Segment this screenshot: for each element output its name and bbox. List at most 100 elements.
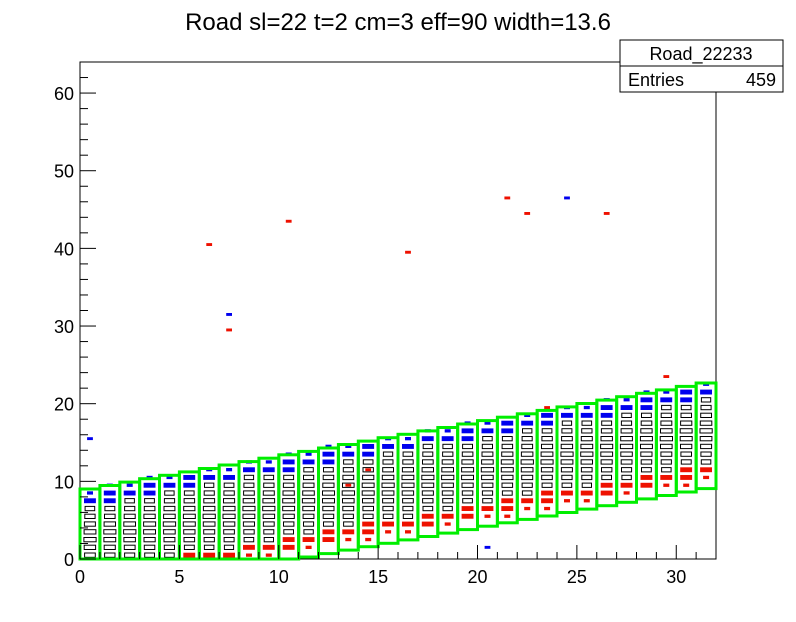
histogram-cell xyxy=(204,482,215,488)
histogram-cell xyxy=(282,482,295,488)
histogram-cell xyxy=(581,474,593,481)
histogram-cells xyxy=(83,196,713,558)
histogram-cell xyxy=(144,498,155,504)
histogram-cell xyxy=(700,451,712,457)
histogram-cell xyxy=(87,491,93,495)
histogram-cell xyxy=(700,467,712,473)
histogram-cell xyxy=(561,482,573,488)
x-tick-label: 30 xyxy=(666,567,686,587)
histogram-cell xyxy=(162,521,177,527)
histogram-cell xyxy=(444,429,451,433)
histogram-cell xyxy=(442,443,453,450)
histogram-cell xyxy=(123,513,136,520)
histogram-cell xyxy=(382,459,394,465)
histogram-cell xyxy=(143,490,156,496)
histogram-cell xyxy=(561,474,573,481)
histogram-cell xyxy=(322,451,335,457)
histogram-cell xyxy=(342,451,355,457)
histogram-cell xyxy=(540,459,554,465)
histogram-cell xyxy=(422,451,434,457)
histogram-cell xyxy=(243,467,255,473)
histogram-cell xyxy=(680,412,692,419)
histogram-cell xyxy=(600,459,613,465)
histogram-cell xyxy=(382,513,394,520)
histogram-cell xyxy=(620,482,633,488)
histogram-cell xyxy=(203,529,216,535)
histogram-cell xyxy=(660,459,672,465)
histogram-cell xyxy=(461,428,474,434)
histogram-cell xyxy=(302,459,315,465)
histogram-cell xyxy=(381,490,395,496)
histogram-cell xyxy=(182,521,196,527)
histogram-cell xyxy=(560,451,574,457)
histogram-cell xyxy=(600,412,613,418)
outlier-cell xyxy=(206,243,213,247)
histogram-cell xyxy=(521,490,533,496)
histogram-cell xyxy=(282,505,296,512)
y-tick-label: 40 xyxy=(54,239,74,259)
histogram-cell xyxy=(660,420,673,426)
histogram-cell xyxy=(680,443,693,450)
histogram-cell xyxy=(322,490,335,496)
histogram-cell xyxy=(560,459,574,465)
histogram-cell xyxy=(402,505,414,512)
histogram-cell xyxy=(679,428,693,434)
histogram-cell xyxy=(583,405,590,410)
histogram-cell xyxy=(421,513,434,519)
histogram-cell xyxy=(461,482,474,488)
y-tick-label: 10 xyxy=(54,472,74,492)
histogram-cell xyxy=(223,475,236,480)
histogram-cell xyxy=(143,544,156,551)
histogram-cell xyxy=(600,443,614,450)
histogram-cell xyxy=(83,544,97,551)
histogram-cell xyxy=(183,490,195,496)
histogram-cell xyxy=(580,436,593,442)
histogram-cell xyxy=(441,474,455,481)
histogram-cell xyxy=(104,513,116,520)
histogram-cell xyxy=(362,529,375,535)
histogram-cell xyxy=(580,490,593,496)
histogram-cell xyxy=(242,498,256,504)
histogram-cell xyxy=(243,490,255,496)
histogram-cell xyxy=(143,482,156,488)
histogram-cell xyxy=(362,451,375,457)
histogram-cell xyxy=(223,490,235,496)
histogram-cell xyxy=(441,459,454,465)
histogram-cell xyxy=(123,521,137,527)
histogram-cell xyxy=(365,537,372,542)
histogram-cell xyxy=(561,420,573,426)
road-bin xyxy=(694,381,718,491)
histogram-cell xyxy=(501,498,514,504)
histogram-cell xyxy=(640,405,653,411)
outlier-cell xyxy=(226,328,232,332)
histogram-cell xyxy=(203,544,215,551)
histogram-cell xyxy=(683,483,690,487)
histogram-cell xyxy=(342,513,354,520)
histogram-cell xyxy=(541,474,553,481)
histogram-cell xyxy=(402,498,414,504)
histogram-cell xyxy=(660,397,673,403)
histogram-cell xyxy=(342,467,354,473)
histogram-cell xyxy=(143,537,156,543)
histogram-cell xyxy=(444,522,451,526)
histogram-cell xyxy=(620,428,633,434)
histogram-cell xyxy=(700,389,712,395)
histogram-cell xyxy=(520,451,534,457)
histogram-cell xyxy=(83,521,96,527)
histogram-cell xyxy=(544,506,551,511)
histogram-cell xyxy=(541,490,553,496)
histogram-cell xyxy=(143,521,157,527)
histogram-cell xyxy=(262,490,275,496)
histogram-cell xyxy=(441,513,454,519)
histogram-cell xyxy=(263,529,275,535)
histogram-cell xyxy=(323,521,334,527)
outlier-cell xyxy=(345,483,352,487)
histogram-cell xyxy=(640,420,653,426)
histogram-cell xyxy=(401,482,415,488)
histogram-cell xyxy=(620,459,633,465)
histogram-cell xyxy=(362,505,374,512)
histogram-cell xyxy=(84,552,96,558)
histogram-cell xyxy=(481,451,494,457)
histogram-cell xyxy=(401,490,415,496)
histogram-cell xyxy=(126,483,133,487)
